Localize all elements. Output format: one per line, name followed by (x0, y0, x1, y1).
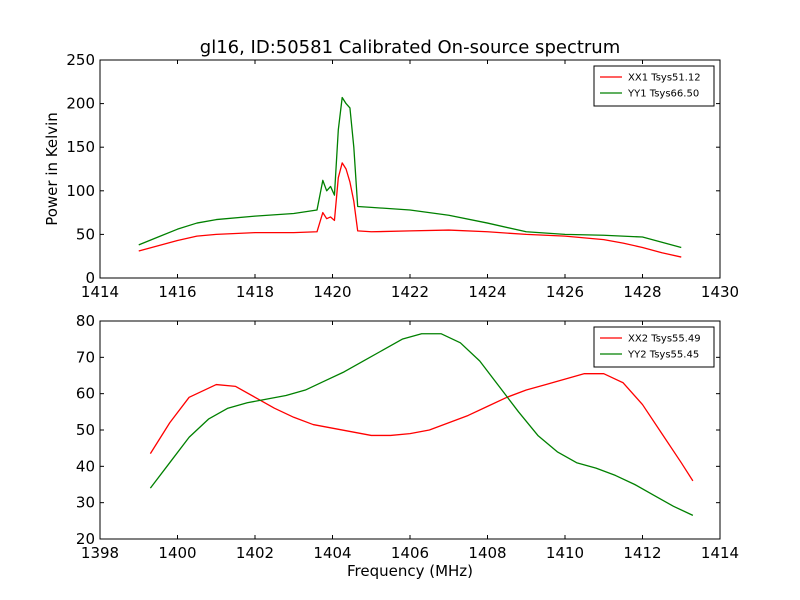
series-line-yy (149, 333, 694, 516)
x-tick-label: 1430 (701, 283, 739, 301)
x-tick-label: 1414 (701, 544, 739, 562)
y-tick-label: 80 (76, 312, 95, 330)
y-tick-label: 30 (76, 494, 95, 512)
y-tick-label: 100 (66, 182, 95, 200)
y-tick-label: 60 (76, 385, 95, 403)
y-tick-label: 50 (76, 421, 95, 439)
x-tick-label: 1418 (236, 283, 274, 301)
series-line-xx (149, 373, 694, 482)
y-tick-label: 40 (76, 457, 95, 475)
x-tick-label: 1428 (623, 283, 661, 301)
bottom-x-axis-label: Frequency (MHz) (347, 562, 473, 580)
x-tick-label: 1400 (158, 544, 196, 562)
legend-label: XX2 Tsys55.49 (628, 334, 701, 345)
series-line-xx (138, 162, 682, 258)
series-line-yy (138, 96, 682, 249)
bottom-panel: 1398 1400 1402 1404 1406 1408 1410 1412 1414 20 30… (76, 312, 739, 562)
legend-label: XX1 Tsys51.12 (628, 73, 701, 84)
x-tick-label: 1404 (313, 544, 351, 562)
x-tick-label: 1398 (81, 544, 119, 562)
y-tick-label: 70 (76, 348, 95, 366)
x-tick-label: 1406 (391, 544, 429, 562)
x-tick-label: 1402 (236, 544, 274, 562)
x-tick-label: 1416 (158, 283, 196, 301)
x-tick-label: 1414 (81, 283, 119, 301)
chart-title: gl16, ID:50581 Calibrated On-source spec… (200, 37, 620, 58)
y-tick-label: 20 (76, 530, 95, 548)
x-tick-label: 1424 (468, 283, 506, 301)
x-tick-label: 1420 (313, 283, 351, 301)
legend-box (593, 326, 715, 368)
y-tick-label: 200 (66, 95, 95, 113)
legend-box (593, 65, 715, 107)
y-tick-label: 150 (66, 138, 95, 156)
x-tick-label: 1412 (623, 544, 661, 562)
x-tick-label: 1422 (391, 283, 429, 301)
top-panel: 1414 1416 1418 1420 1422 1424 1426 1428 1430 0 50 1… (66, 51, 739, 301)
top-y-axis-label: Power in Kelvin (43, 112, 61, 226)
x-tick-label: 1408 (468, 544, 506, 562)
x-tick-label: 1426 (546, 283, 584, 301)
y-tick-label: 0 (85, 269, 95, 287)
y-tick-label: 50 (76, 225, 95, 243)
x-tick-label: 1410 (546, 544, 584, 562)
y-tick-label: 250 (66, 51, 95, 69)
legend-label: YY1 Tsys66.50 (627, 89, 699, 100)
legend-label: YY2 Tsys55.45 (627, 350, 699, 361)
